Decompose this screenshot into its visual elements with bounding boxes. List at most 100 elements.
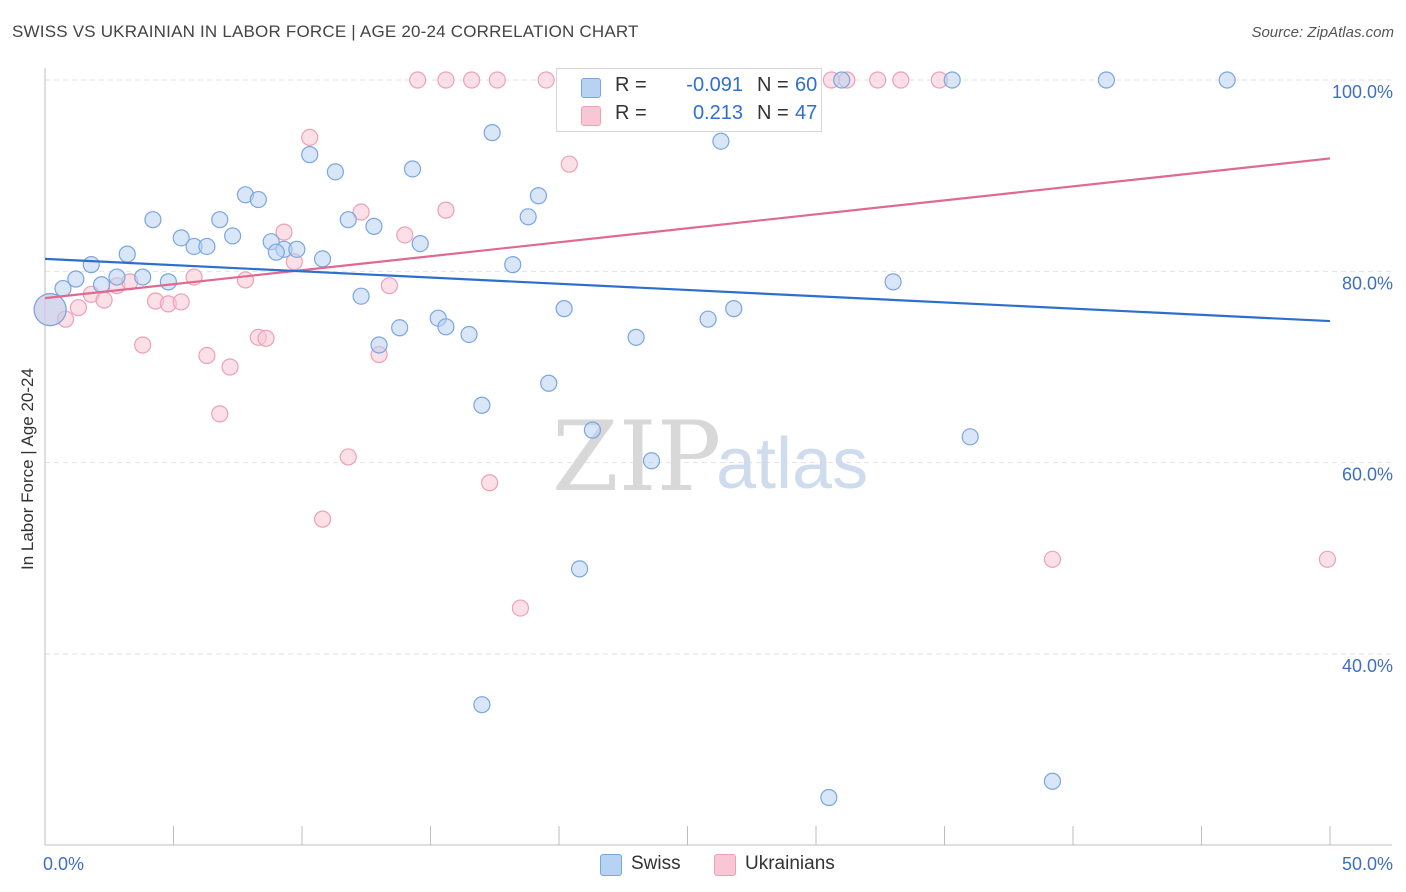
swiss-point	[884, 273, 902, 291]
swiss-r-label: R =	[615, 74, 647, 96]
x-tick-label: 50.0%	[1342, 854, 1393, 874]
swiss-point	[437, 318, 455, 336]
swiss-point	[540, 374, 558, 392]
swiss-point	[288, 240, 306, 258]
swiss-point	[699, 310, 717, 328]
swiss-point	[108, 268, 126, 286]
swiss-point	[159, 273, 177, 291]
swiss-point	[134, 268, 152, 286]
swiss-point	[249, 190, 267, 209]
swiss-point	[1043, 772, 1062, 790]
swiss-point	[460, 325, 478, 344]
swiss-r-value: -0.091	[686, 74, 743, 96]
swiss-point	[198, 237, 216, 256]
ukrainians-point	[236, 271, 255, 289]
swiss-point	[172, 229, 190, 247]
ukrainians-legend-label: Ukrainians	[745, 853, 835, 874]
swiss-point	[642, 452, 661, 470]
ukrainians-point	[339, 448, 357, 466]
swiss-point	[391, 319, 409, 337]
swiss-point	[267, 243, 285, 261]
watermark-zip: ZIP	[552, 401, 721, 513]
swiss-point	[1218, 71, 1236, 89]
swiss-point	[403, 160, 422, 178]
swiss-point	[529, 187, 548, 205]
swiss-n-value: 60	[795, 74, 818, 96]
swiss-point	[313, 250, 332, 268]
swiss-point	[370, 336, 388, 354]
swiss-point	[725, 300, 743, 318]
swiss-point	[411, 234, 429, 253]
ukrainians-point	[560, 155, 578, 173]
swiss-point	[1097, 71, 1116, 89]
ukrainians-point	[396, 226, 414, 244]
ukrainians-point	[95, 291, 113, 309]
swiss-legend-label: Swiss	[631, 853, 681, 874]
ukrainians-point	[869, 71, 887, 89]
ukrainians-point	[488, 71, 506, 89]
swiss-point	[82, 256, 100, 274]
swiss-point	[473, 696, 491, 714]
y-tick-label: 80.0%	[1342, 273, 1393, 293]
swiss-point	[961, 428, 979, 446]
ukrainians-point	[463, 71, 481, 89]
ukrainians-r-label: R =	[615, 102, 647, 124]
swiss-point	[224, 227, 242, 245]
ukrainians-point	[409, 71, 427, 89]
ukrainians-r-value: 0.213	[692, 102, 743, 124]
ukrainians-point	[69, 299, 88, 317]
ukrainians-point	[275, 223, 293, 241]
swiss-point	[326, 163, 345, 181]
swiss-point	[712, 132, 730, 150]
swiss-trend-line	[44, 257, 1331, 323]
ukrainians-point	[537, 71, 555, 89]
swiss-point	[339, 211, 357, 229]
watermark: ZIP atlas	[552, 401, 868, 513]
tick-labels: 40.0% 60.0% 80.0% 100.0% 0.0% 50.0%	[43, 82, 1393, 874]
swiss-point	[301, 146, 319, 164]
correlation-legend: R = -0.091 N = 60 R = 0.213 N = 47	[556, 68, 822, 132]
trend-lines	[44, 157, 1331, 323]
swiss-point	[144, 211, 162, 229]
swiss-point	[118, 245, 136, 263]
swiss-point	[352, 287, 370, 305]
swiss-swatch	[581, 78, 601, 98]
y-tick-label: 60.0%	[1342, 465, 1393, 485]
ukrainians-points	[33, 71, 1337, 617]
swiss-point	[473, 396, 491, 414]
swiss-point	[33, 293, 67, 327]
swiss-point	[820, 788, 838, 807]
swiss-point	[519, 208, 537, 226]
ukrainians-point	[892, 71, 910, 89]
source-note: Source: ZipAtlas.com	[1251, 24, 1394, 41]
swiss-point	[570, 560, 589, 578]
y-tick-label: 40.0%	[1342, 656, 1393, 676]
swiss-point	[627, 328, 645, 346]
ukrainians-point	[1043, 550, 1062, 568]
swiss-point	[833, 71, 851, 89]
swiss-point	[583, 421, 602, 439]
ukrainians-point	[481, 474, 499, 492]
swiss-point	[504, 256, 522, 274]
chart-title: SWISS VS UKRAINIAN IN LABOR FORCE | AGE …	[12, 22, 639, 41]
ukrainians-point	[1318, 550, 1337, 568]
ukrainians-n-value: 47	[795, 102, 818, 124]
ukrainians-point	[511, 599, 530, 617]
ukrainians-point	[134, 336, 152, 354]
ukrainians-point	[352, 203, 370, 221]
ukrainians-point	[437, 201, 455, 219]
ukrainians-point	[313, 510, 332, 528]
ukrainians-trend-line	[44, 157, 1331, 300]
swiss-point	[67, 270, 85, 288]
y-axis-label: In Labor Force | Age 20-24	[18, 368, 37, 570]
series-legend: Swiss Ukrainians	[0, 852, 1406, 878]
x-tick-label: 0.0%	[43, 854, 84, 874]
ukrainians-point	[257, 329, 275, 347]
grid-lines	[45, 79, 1392, 655]
ukrainians-point	[380, 277, 398, 295]
swiss-point	[211, 211, 229, 229]
ukrainians-point	[221, 358, 239, 376]
y-tick-label: 100.0%	[1332, 82, 1393, 102]
swiss-n-label: N =	[757, 74, 789, 96]
